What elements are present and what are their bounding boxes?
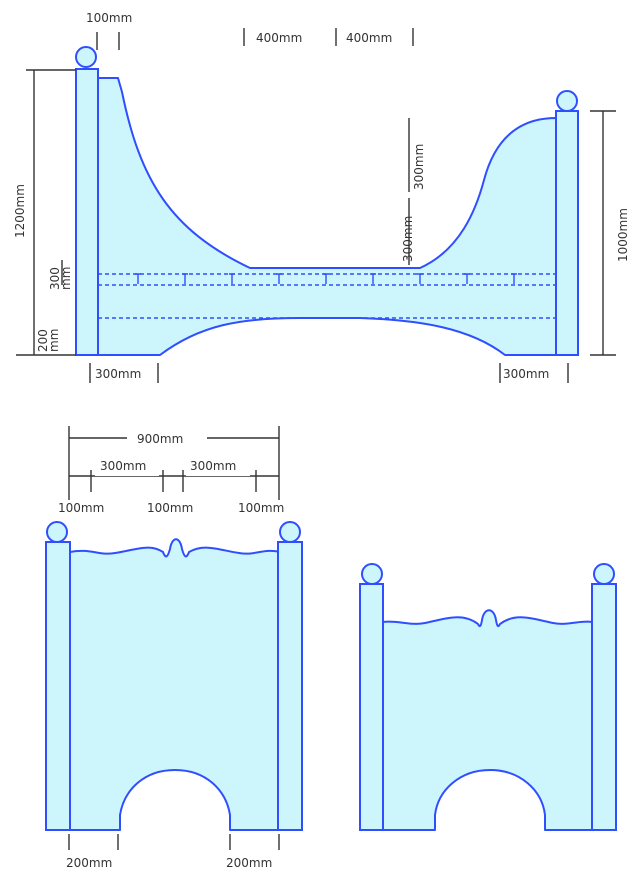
label-leg-right: 300mm <box>503 367 549 381</box>
footboard-panel <box>382 609 593 831</box>
label-leg-left: 300mm <box>95 367 141 381</box>
label-center: 100mm <box>147 501 193 515</box>
footboard-left-finial <box>361 563 383 585</box>
end-view-headboard: 900mm 300mm 300mm 100mm 100mm 100mm 200m… <box>45 426 303 870</box>
label-span-left: 400mm <box>256 31 302 45</box>
headboard-panel <box>69 538 281 831</box>
head-finial <box>75 46 97 68</box>
side-dimensions <box>16 28 616 383</box>
footboard-right-finial <box>593 563 615 585</box>
footboard-right-post <box>591 583 617 831</box>
label-bottom-rail-height: 200mm <box>36 329 61 352</box>
side-view: 100mm 400mm 400mm 1200mm 200mm 300mm 300… <box>13 11 628 383</box>
headboard-right-post <box>277 541 303 831</box>
label-rail-spacing-upper: 300mm <box>412 144 426 190</box>
label-post-width: 100mm <box>86 11 132 25</box>
label-arch-right: 200mm <box>226 856 272 870</box>
head-post <box>75 68 99 356</box>
slat-supports <box>135 273 517 284</box>
label-bg-inner-right <box>186 460 250 476</box>
label-foot-height: 1000mm <box>616 208 628 262</box>
side-panel <box>97 77 557 356</box>
label-post-right: 100mm <box>238 501 284 515</box>
label-bg-inner-left <box>95 460 159 476</box>
label-post-left: 100mm <box>58 501 104 515</box>
headboard-left-finial <box>46 521 68 543</box>
label-span-right: 400mm <box>346 31 392 45</box>
label-mid-rail-height: 300mm <box>48 267 73 290</box>
headboard-right-finial <box>279 521 301 543</box>
label-inner-left: 300mm <box>100 459 146 473</box>
label-arch-left: 200mm <box>66 856 112 870</box>
end-view-footboard <box>359 563 617 831</box>
foot-post <box>555 110 579 356</box>
label-bg-overall <box>127 430 207 446</box>
label-overall-height: 1200mm <box>13 184 27 238</box>
foot-finial <box>556 90 578 112</box>
label-overall-width: 900mm <box>137 432 183 446</box>
headboard-left-post <box>45 541 71 831</box>
label-inner-right: 300mm <box>190 459 236 473</box>
label-rail-spacing-lower: 300mm <box>401 216 415 262</box>
footboard-left-post <box>359 583 384 831</box>
